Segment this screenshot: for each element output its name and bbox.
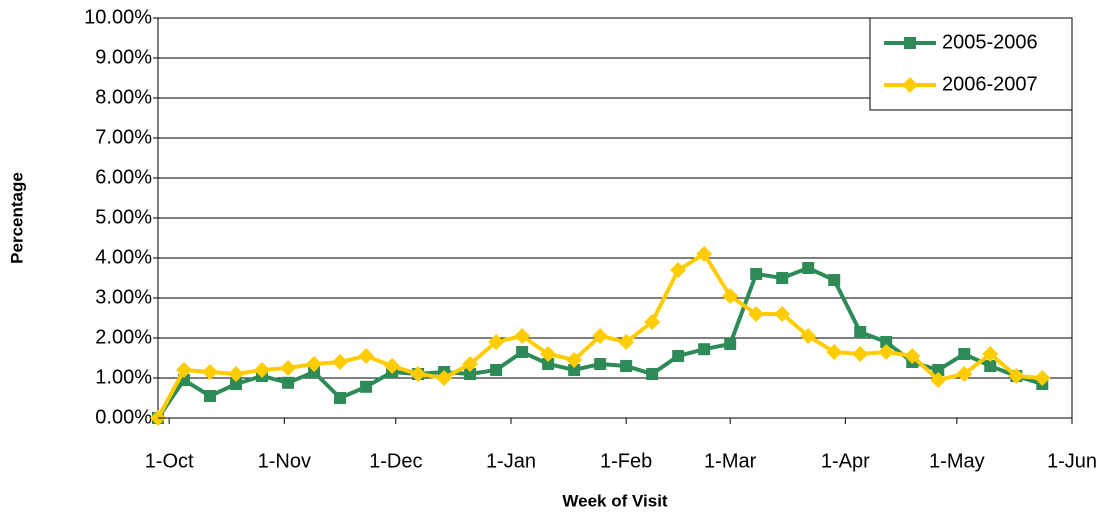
point <box>618 334 635 350</box>
point <box>592 328 609 344</box>
x-tick-label: 1-Jan <box>486 450 536 472</box>
point <box>698 343 711 356</box>
x-tick-label: 1-Feb <box>600 450 652 472</box>
y-tick-label: 0.00% <box>95 406 152 428</box>
point <box>722 288 739 304</box>
point <box>802 262 815 274</box>
point <box>878 344 895 360</box>
point <box>568 364 581 376</box>
point <box>306 356 323 372</box>
point <box>930 372 947 388</box>
point <box>750 268 763 280</box>
x-tick-label: 1-May <box>929 450 985 472</box>
x-tick-label: 1-Nov <box>258 450 311 472</box>
point <box>646 368 659 380</box>
point <box>852 346 869 362</box>
y-tick-label: 10.00% <box>84 6 152 28</box>
legend-label: 2005-2006 <box>942 31 1038 53</box>
point <box>202 364 219 380</box>
point <box>1034 370 1051 386</box>
point <box>748 306 765 322</box>
y-tick-label: 4.00% <box>95 246 152 268</box>
legend-label: 2006-2007 <box>942 73 1038 95</box>
y-tick-label: 7.00% <box>95 126 152 148</box>
legend-box <box>869 17 1073 111</box>
point <box>620 360 633 372</box>
point <box>644 314 661 330</box>
point <box>800 328 817 344</box>
point <box>984 360 997 372</box>
y-tick-label: 3.00% <box>95 286 152 308</box>
point <box>696 246 713 262</box>
x-tick-label: 1-Jun <box>1047 450 1097 472</box>
point <box>540 346 557 362</box>
point <box>230 378 243 390</box>
point <box>672 350 685 362</box>
point <box>488 334 505 350</box>
point <box>826 344 843 360</box>
point <box>542 358 555 370</box>
point <box>334 392 347 404</box>
point <box>332 354 349 370</box>
point <box>594 358 607 370</box>
point <box>464 368 477 380</box>
legend-marker <box>902 77 918 93</box>
point <box>1008 368 1025 384</box>
y-axis-title: Percentage <box>7 172 26 264</box>
point <box>774 306 791 322</box>
y-tick-label: 5.00% <box>95 206 152 228</box>
y-tick-label: 9.00% <box>95 46 152 68</box>
point <box>490 364 503 376</box>
x-tick-label: 1-Mar <box>704 450 757 472</box>
y-tick-label: 2.00% <box>95 326 152 348</box>
point <box>932 364 945 376</box>
point <box>410 366 427 382</box>
point <box>358 348 375 364</box>
legend-marker <box>904 37 916 49</box>
point <box>724 338 737 350</box>
point <box>280 360 297 376</box>
point <box>228 366 245 382</box>
y-tick-label: 1.00% <box>95 366 152 388</box>
point <box>982 346 999 362</box>
point <box>956 366 973 382</box>
point <box>254 362 271 378</box>
point <box>436 370 453 386</box>
point <box>566 352 583 368</box>
y-tick-label: 8.00% <box>95 86 152 108</box>
x-tick-label: 1-Apr <box>821 450 870 472</box>
point <box>462 356 479 372</box>
point <box>516 346 529 358</box>
x-axis-title: Week of Visit <box>562 491 668 510</box>
point <box>854 326 867 338</box>
point <box>176 362 193 378</box>
point <box>204 390 217 402</box>
x-tick-label: 1-Dec <box>369 450 422 472</box>
point <box>828 274 841 286</box>
point <box>880 336 893 348</box>
point <box>360 380 373 393</box>
y-tick-label: 6.00% <box>95 166 152 188</box>
point <box>514 328 531 344</box>
x-tick-label: 1-Oct <box>145 450 194 472</box>
point <box>958 348 971 360</box>
point <box>776 272 789 284</box>
point <box>384 358 401 374</box>
point <box>670 262 687 278</box>
point <box>282 376 295 389</box>
point <box>904 348 921 364</box>
